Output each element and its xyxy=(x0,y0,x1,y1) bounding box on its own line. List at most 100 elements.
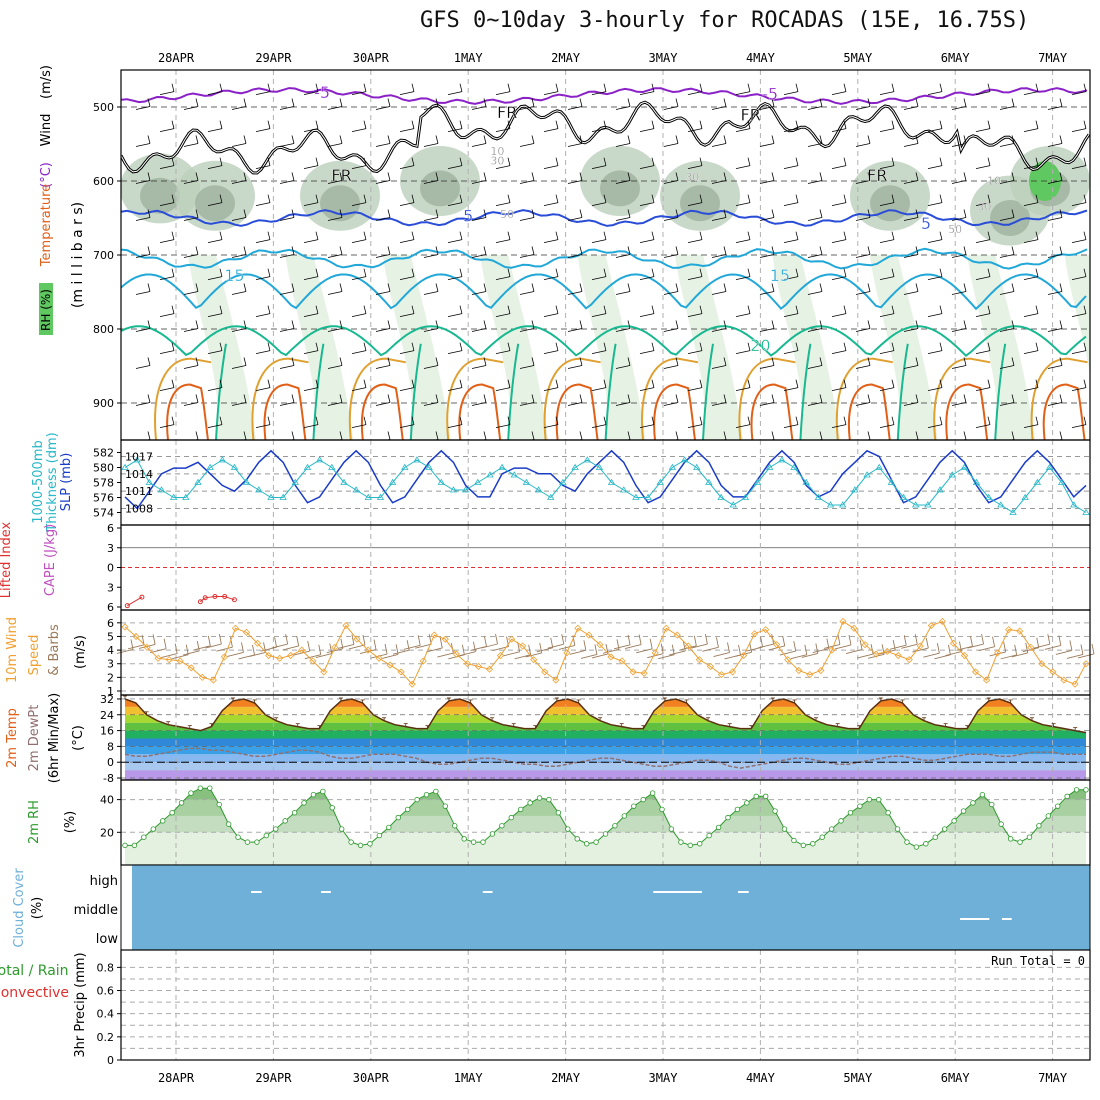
wind-barb-flag xyxy=(195,246,199,255)
thickness-marker xyxy=(559,478,567,485)
wind-barb xyxy=(711,106,727,110)
wind-barb-flag xyxy=(579,246,583,255)
wind10-barb xyxy=(856,653,874,659)
wind-barb xyxy=(207,313,223,318)
p3-axis-label: Lifted Index xyxy=(0,521,14,598)
rh2m-marker xyxy=(404,806,411,813)
wind-barb-flag xyxy=(267,194,271,203)
wind-barb-flag xyxy=(939,342,943,351)
contour-25 xyxy=(835,357,893,440)
rh2m-marker xyxy=(828,826,835,832)
wind-barb-flag xyxy=(579,394,583,403)
rh2m-marker xyxy=(791,837,797,844)
date-label-bottom: 29APR xyxy=(255,1071,292,1085)
temp-band xyxy=(125,770,1086,780)
wind-barb xyxy=(567,328,583,332)
rh2m-marker xyxy=(348,839,354,845)
wind-barb-flag xyxy=(555,120,559,129)
wind-barb xyxy=(855,328,871,332)
wind-barb-flag xyxy=(315,194,319,203)
wind-barb-flag xyxy=(507,157,511,166)
wind10-barb xyxy=(669,650,686,656)
wind-barb-flag xyxy=(579,320,583,329)
rh2m-marker xyxy=(725,814,731,821)
wind-barb xyxy=(255,387,271,392)
wind10-marker xyxy=(530,656,538,664)
rh-blob-dark xyxy=(420,170,460,207)
wind-barb-flag xyxy=(603,194,607,203)
wind10-barb-flag xyxy=(682,640,686,651)
wind10-marker xyxy=(154,654,162,662)
wind-barb-flag xyxy=(363,194,367,203)
rh2m-marker xyxy=(555,809,562,816)
wind-barb xyxy=(423,365,439,369)
wind-barb xyxy=(855,143,871,147)
contour-label: 5 xyxy=(921,214,931,233)
wind-barb xyxy=(975,165,991,170)
wind-barb xyxy=(1071,165,1087,170)
wind-barb-flag xyxy=(771,135,775,144)
rh2m-marker xyxy=(489,831,496,837)
wind10-barb-flag xyxy=(782,635,786,647)
rh2m-marker xyxy=(1026,834,1033,840)
wind10-barb-flag xyxy=(660,643,664,654)
rh-column xyxy=(188,255,256,440)
wind-barb-flag xyxy=(507,416,511,425)
contour-30 xyxy=(1042,383,1086,440)
wind-barb-flag xyxy=(771,246,775,255)
wind-barb xyxy=(327,217,343,221)
wind-barb-flag xyxy=(603,231,607,240)
wind-barb-flag xyxy=(891,268,895,277)
wind-barb xyxy=(855,402,871,406)
wind10-barb xyxy=(680,645,697,651)
wind-barb-flag xyxy=(819,357,823,366)
wind-barb xyxy=(495,91,511,96)
wind-barb-flag xyxy=(651,194,655,203)
contour-label: FR xyxy=(867,166,887,185)
wind-barb xyxy=(447,276,463,281)
contour-25 xyxy=(154,357,212,440)
wind-barb-flag xyxy=(267,157,271,166)
wind-barb xyxy=(615,143,631,147)
wind-barb-flag xyxy=(291,172,295,181)
wind-barb xyxy=(279,106,295,110)
wind-barb xyxy=(495,276,511,281)
wind-barb xyxy=(255,91,271,96)
wind-barb-flag xyxy=(147,172,151,181)
thickness-marker xyxy=(291,478,300,485)
wind-barb xyxy=(951,143,967,147)
wind-barb xyxy=(591,350,607,355)
wind10-marker xyxy=(253,639,262,647)
wind-barb xyxy=(567,217,583,221)
wind-barb-flag xyxy=(891,194,895,203)
wind-barb-flag xyxy=(819,98,823,107)
wind-barb xyxy=(639,387,655,392)
wind10-marker xyxy=(839,617,847,626)
wind-barb xyxy=(903,143,919,147)
wind-barb xyxy=(687,276,703,281)
thickness-marker xyxy=(766,463,774,470)
wind-barb xyxy=(975,387,991,392)
wind-barb-flag xyxy=(243,394,247,403)
wind-barb xyxy=(615,365,631,369)
wind10-barb-flag xyxy=(307,640,311,652)
wind-barb-flag xyxy=(507,231,511,240)
wind10-marker xyxy=(994,649,1002,657)
wind-barb xyxy=(303,91,319,96)
wind-barb-flag xyxy=(867,394,871,403)
wind10-barb-flag xyxy=(472,641,476,652)
wind-barb xyxy=(279,180,295,184)
wind-barb xyxy=(159,424,175,429)
wind10-speed-line xyxy=(124,620,1087,686)
thickness-marker xyxy=(547,493,555,500)
wind-barb-flag xyxy=(267,379,271,388)
wind-barb xyxy=(879,165,895,170)
wind10-barb xyxy=(845,649,863,655)
wind10-barb-flag xyxy=(196,640,200,652)
wind-barb xyxy=(231,254,247,258)
wind-barb-flag xyxy=(459,231,463,240)
wind10-marker xyxy=(751,630,759,638)
wind-barb-flag xyxy=(843,120,847,129)
wind-barb xyxy=(303,239,319,244)
wind-barb xyxy=(159,276,175,281)
